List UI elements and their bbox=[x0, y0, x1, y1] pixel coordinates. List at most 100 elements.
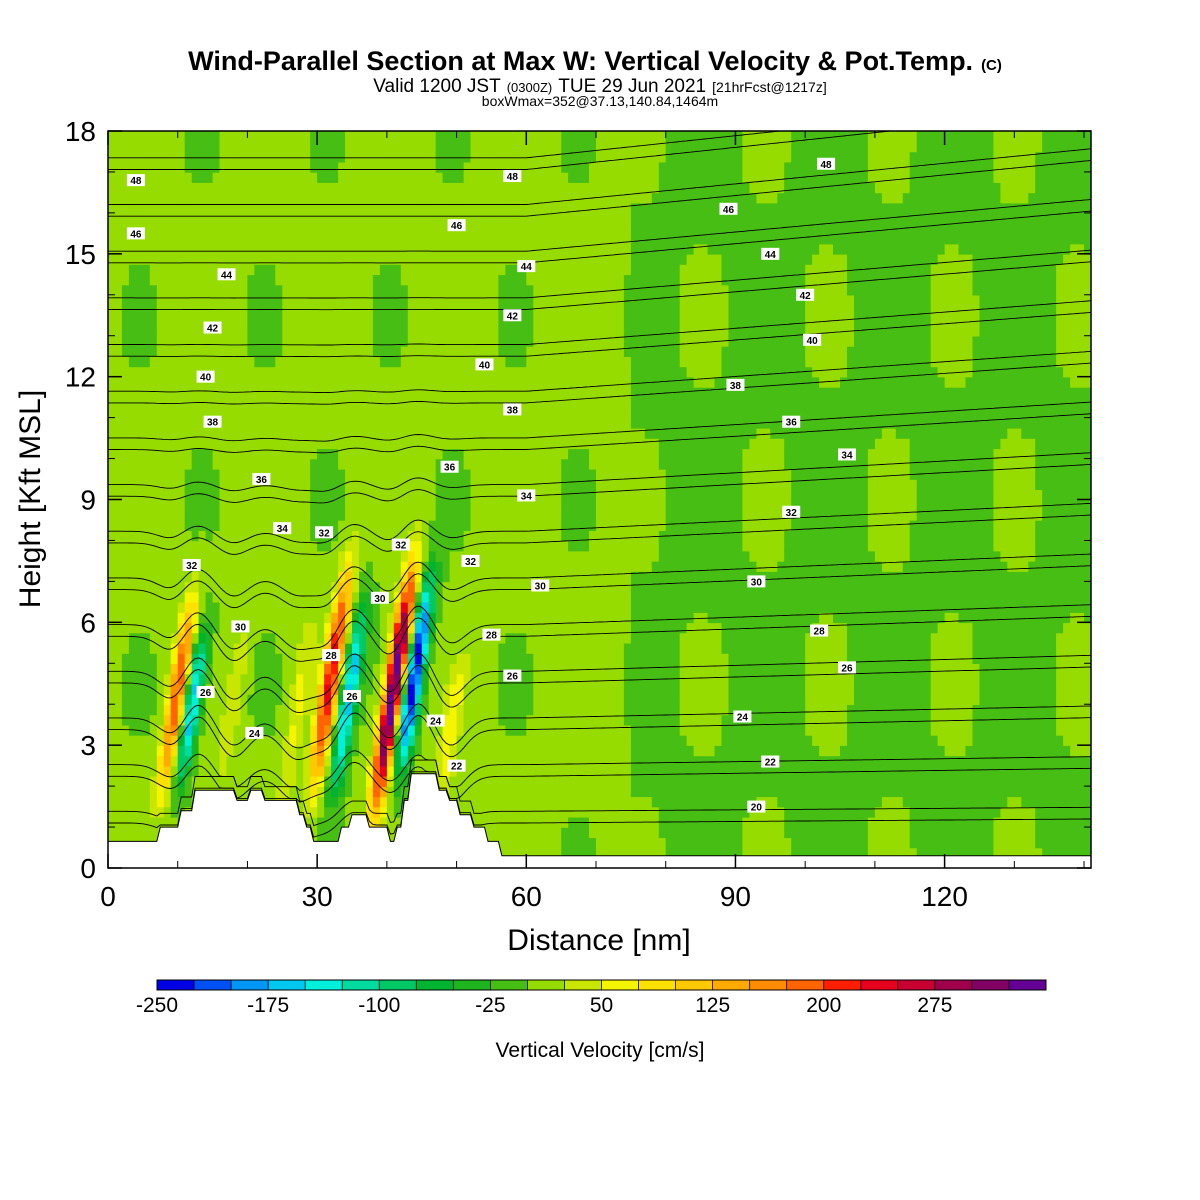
field-cell bbox=[372, 376, 381, 388]
field-cell bbox=[568, 243, 576, 255]
field-cell bbox=[519, 837, 528, 849]
field-cell bbox=[359, 806, 367, 818]
field-cell bbox=[512, 775, 521, 787]
field-cell bbox=[435, 305, 444, 316]
field-cell bbox=[240, 417, 249, 429]
field-cell bbox=[533, 622, 542, 634]
field-cell bbox=[296, 366, 304, 378]
field-cell bbox=[505, 540, 514, 552]
field-cell bbox=[470, 458, 479, 470]
field-cell bbox=[338, 386, 346, 398]
field-cell bbox=[352, 141, 360, 153]
field-cell bbox=[359, 202, 367, 214]
field-cell bbox=[491, 376, 500, 388]
field-cell bbox=[491, 622, 500, 634]
field-cell bbox=[484, 171, 493, 183]
field-cell bbox=[289, 376, 298, 388]
field-cell bbox=[170, 315, 179, 327]
field-cell bbox=[170, 417, 179, 429]
field-cell bbox=[149, 243, 158, 255]
field-cell bbox=[414, 765, 423, 777]
field-cell bbox=[226, 171, 235, 183]
field-cell bbox=[386, 622, 395, 634]
field-cell bbox=[254, 386, 263, 398]
field-cell bbox=[163, 601, 172, 613]
field-cell bbox=[484, 786, 493, 798]
field-cell bbox=[205, 192, 214, 204]
field-cell bbox=[470, 141, 479, 153]
field-cell bbox=[303, 151, 311, 163]
field-cell bbox=[170, 284, 179, 296]
field-cell bbox=[463, 796, 472, 808]
field-cell bbox=[352, 161, 360, 173]
field-cell bbox=[156, 796, 165, 808]
field-cell bbox=[296, 479, 304, 490]
field-cell bbox=[554, 499, 562, 511]
field-cell bbox=[386, 560, 395, 572]
field-cell bbox=[198, 714, 207, 726]
field-cell bbox=[463, 734, 472, 746]
field-cell bbox=[526, 448, 535, 460]
field-cell bbox=[568, 724, 576, 736]
field-cell bbox=[561, 530, 569, 542]
field-cell bbox=[345, 294, 353, 306]
field-cell bbox=[303, 356, 311, 368]
field-cell bbox=[324, 141, 332, 153]
field-cell bbox=[512, 427, 521, 439]
field-cell bbox=[484, 673, 493, 685]
field-cell bbox=[345, 243, 353, 255]
field-cell bbox=[449, 520, 458, 531]
field-cell bbox=[463, 714, 472, 726]
field-cell bbox=[449, 171, 458, 183]
field-cell bbox=[268, 161, 277, 173]
field-cell bbox=[219, 468, 228, 480]
field-cell bbox=[128, 417, 137, 429]
field-cell bbox=[282, 315, 291, 327]
field-cell bbox=[296, 704, 304, 716]
field-cell bbox=[463, 694, 472, 705]
field-cell bbox=[142, 663, 151, 675]
field-cell bbox=[505, 601, 514, 613]
field-cell bbox=[233, 673, 242, 685]
field-cell bbox=[345, 141, 353, 153]
field-cell bbox=[386, 509, 395, 521]
field-cell bbox=[477, 366, 486, 378]
field-cell bbox=[261, 417, 270, 429]
field-cell bbox=[128, 581, 137, 593]
field-cell bbox=[414, 171, 423, 183]
field-cell bbox=[345, 653, 353, 664]
field-cell bbox=[261, 386, 270, 398]
field-cell bbox=[198, 704, 207, 716]
field-cell bbox=[386, 601, 395, 613]
field-cell bbox=[470, 366, 479, 378]
field-cell bbox=[135, 202, 144, 214]
field-cell bbox=[345, 724, 353, 736]
field-cell bbox=[407, 305, 416, 316]
field-cell bbox=[345, 816, 353, 828]
field-cell bbox=[421, 540, 430, 552]
field-cell bbox=[491, 448, 500, 460]
field-cell bbox=[554, 663, 562, 675]
field-cell bbox=[372, 305, 381, 316]
field-cell bbox=[261, 212, 270, 224]
field-cell bbox=[372, 458, 381, 470]
field-cell bbox=[289, 274, 298, 286]
field-cell bbox=[400, 356, 409, 368]
field-cell bbox=[177, 212, 186, 224]
field-cell bbox=[498, 786, 507, 798]
field-cell bbox=[491, 417, 500, 429]
field-cell bbox=[240, 212, 249, 224]
field-cell bbox=[205, 223, 214, 235]
field-cell bbox=[128, 827, 137, 839]
field-cell bbox=[128, 571, 137, 583]
field-cell bbox=[435, 468, 444, 480]
field-cell bbox=[121, 745, 130, 757]
field-cell bbox=[156, 653, 165, 664]
field-cell bbox=[268, 745, 277, 757]
field-cell bbox=[582, 847, 590, 859]
field-cell bbox=[338, 622, 346, 634]
field-cell bbox=[463, 755, 472, 767]
field-cell bbox=[421, 264, 430, 276]
field-cell bbox=[170, 182, 179, 194]
field-cell bbox=[435, 243, 444, 255]
